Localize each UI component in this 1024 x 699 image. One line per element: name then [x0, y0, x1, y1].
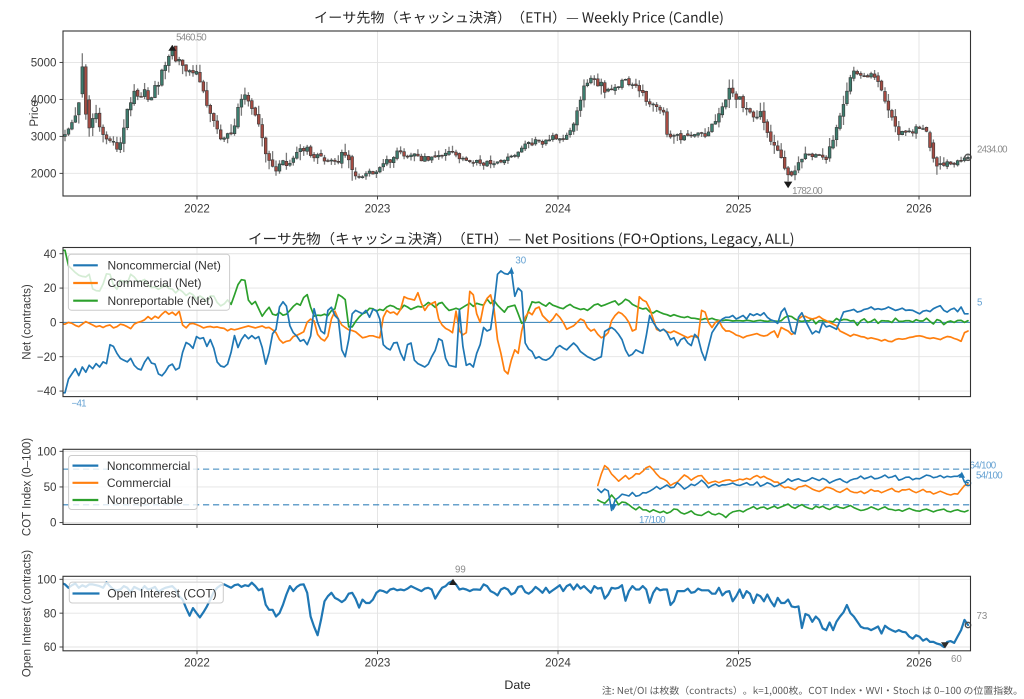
- svg-text:Net (contracts): Net (contracts): [22, 284, 34, 360]
- svg-text:Noncommercial: Noncommercial: [107, 459, 190, 473]
- svg-text:2022: 2022: [184, 657, 210, 670]
- svg-text:−40: −40: [37, 385, 57, 398]
- svg-text:Nonreportable: Nonreportable: [107, 493, 183, 507]
- svg-text:0: 0: [50, 517, 56, 530]
- svg-text:5460.50: 5460.50: [176, 32, 207, 43]
- svg-text:Commercial: Commercial: [107, 476, 171, 490]
- svg-text:73: 73: [977, 611, 988, 622]
- svg-text:Open Interest (COT): Open Interest (COT): [107, 587, 216, 601]
- svg-text:54/100: 54/100: [976, 471, 1003, 482]
- svg-text:60: 60: [951, 654, 962, 665]
- svg-text:Price: Price: [29, 100, 41, 126]
- svg-text:3000: 3000: [31, 130, 57, 143]
- svg-text:64/100: 64/100: [970, 461, 997, 472]
- svg-text:2025: 2025: [726, 657, 752, 670]
- svg-text:−20: −20: [37, 351, 57, 364]
- svg-text:30: 30: [515, 255, 526, 266]
- svg-text:60: 60: [44, 641, 57, 654]
- svg-text:Open Interest (contracts): Open Interest (contracts): [22, 550, 34, 677]
- svg-text:Date: Date: [504, 678, 530, 692]
- svg-text:Commercial (Net): Commercial (Net): [108, 276, 202, 290]
- svg-text:5: 5: [977, 297, 982, 308]
- svg-text:COT Index (0–100): COT Index (0–100): [22, 438, 34, 536]
- svg-text:2025: 2025: [726, 203, 752, 216]
- svg-text:2026: 2026: [906, 657, 932, 670]
- svg-text:20: 20: [44, 282, 57, 295]
- svg-text:2026: 2026: [906, 203, 932, 216]
- svg-text:17/100: 17/100: [639, 515, 666, 526]
- svg-text:5000: 5000: [31, 57, 57, 70]
- svg-text:2000: 2000: [31, 167, 57, 180]
- svg-text:100: 100: [37, 445, 56, 458]
- svg-text:50: 50: [44, 481, 57, 494]
- svg-text:Noncommercial (Net): Noncommercial (Net): [108, 259, 221, 273]
- svg-text:−41: −41: [72, 399, 87, 410]
- svg-text:1782.00: 1782.00: [792, 186, 823, 197]
- svg-text:Nonreportable (Net): Nonreportable (Net): [108, 294, 214, 308]
- svg-text:100: 100: [37, 573, 56, 586]
- svg-text:2022: 2022: [184, 203, 210, 216]
- svg-text:99: 99: [455, 565, 466, 576]
- svg-text:80: 80: [44, 607, 57, 620]
- svg-text:0: 0: [50, 317, 56, 330]
- svg-text:2024: 2024: [545, 657, 571, 670]
- svg-text:4000: 4000: [31, 94, 57, 107]
- svg-text:2023: 2023: [365, 203, 391, 216]
- svg-text:40: 40: [44, 248, 57, 261]
- svg-text:2024: 2024: [545, 203, 571, 216]
- svg-text:2023: 2023: [365, 657, 391, 670]
- svg-text:2434.00: 2434.00: [977, 144, 1008, 155]
